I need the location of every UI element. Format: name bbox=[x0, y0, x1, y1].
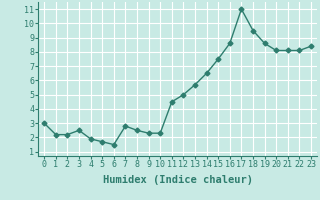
X-axis label: Humidex (Indice chaleur): Humidex (Indice chaleur) bbox=[103, 175, 252, 185]
